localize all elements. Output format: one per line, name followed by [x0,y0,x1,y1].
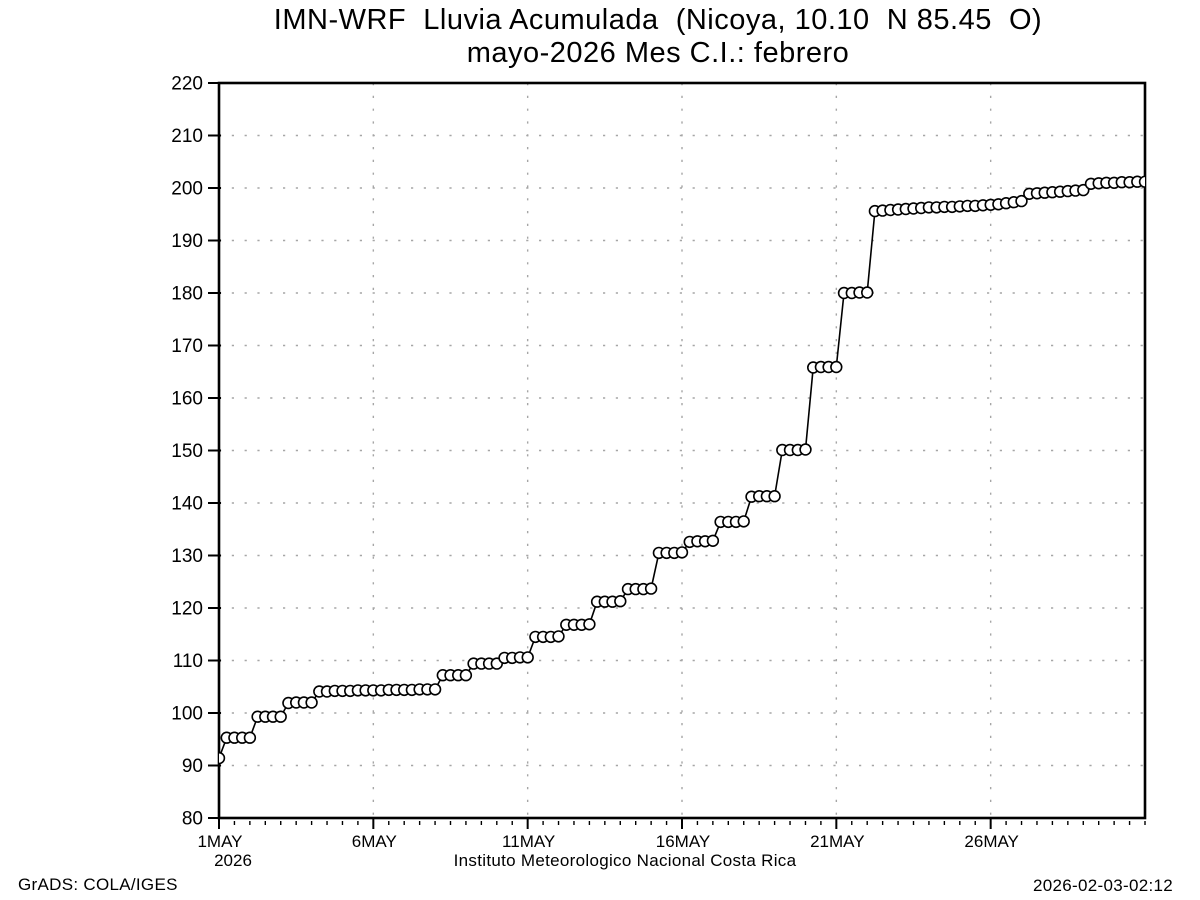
y-axis-tick-label: 110 [173,651,203,672]
y-axis-tick-label: 160 [171,389,203,410]
x-axis-year-label: 2026 [214,851,252,870]
y-axis-tick-label: 190 [171,231,203,252]
data-series-group [219,175,1145,765]
y-axis-tick-label: 90 [182,756,203,777]
data-point-marker [737,515,750,528]
x-axis-tick-label: 1MAY [197,832,242,851]
data-point-marker [675,546,689,559]
grads-attribution-label: GrADS: COLA/IGES [18,875,178,894]
x-axis-tick-label: 11MAY [502,832,555,851]
series-line [219,180,1145,759]
y-axis-tick-label: 200 [171,179,203,200]
chart-title: IMN-WRF Lluvia Acumulada (Nicoya, 10.10 … [273,4,1043,36]
x-axis-tick-label: 26MAY [964,832,1019,851]
y-axis-tick-label: 220 [171,74,203,95]
data-point-marker [1138,175,1145,188]
y-axis-tick-label: 130 [171,546,203,567]
data-point-marker [860,286,874,299]
chart-subtitle: mayo-2026 Mes C.I.: febrero [466,37,850,69]
data-point-marker [552,630,565,643]
data-point-marker [644,582,658,595]
data-point-marker [219,751,226,765]
data-point-marker [274,710,287,723]
y-axis-tick-label: 170 [171,336,203,357]
data-point-marker [243,731,257,744]
y-axis-tick-label: 140 [171,494,203,515]
data-point-marker [706,534,720,547]
y-axis-tick-label: 80 [182,809,203,830]
data-point-marker [521,651,534,664]
data-point-marker [830,360,843,374]
y-axis-tick-label: 120 [171,599,203,620]
data-point-marker [768,490,781,503]
data-point-marker [459,668,473,682]
x-axis-tick-label: 21MAY [810,832,865,851]
y-axis-tick-label: 100 [171,704,203,725]
y-axis-tick-label: 180 [171,284,203,305]
data-point-marker [1015,194,1028,208]
y-axis-tick-label: 210 [171,126,203,147]
data-point-marker [583,618,596,631]
x-axis-tick-label: 16MAY [656,832,711,851]
data-point-marker [799,443,812,456]
generation-timestamp-label: 2026-02-03-02:12 [1033,876,1173,895]
x-axis-tick-label: 6MAY [352,832,397,851]
data-point-marker [428,683,442,696]
data-point-marker [614,594,627,608]
y-axis-tick-label: 150 [171,441,203,462]
institution-label: Instituto Meteorologico Nacional Costa R… [453,851,797,870]
data-point-marker [305,696,318,709]
